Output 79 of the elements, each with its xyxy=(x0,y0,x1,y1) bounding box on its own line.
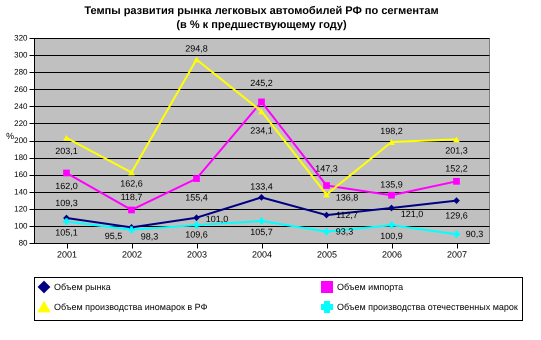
point xyxy=(323,182,330,189)
y-tick-label: 140 xyxy=(14,187,28,196)
data-label: 129,6 xyxy=(445,210,468,221)
data-label: 162,0 xyxy=(55,180,78,191)
y-tick-label: 280 xyxy=(14,68,28,77)
point xyxy=(323,192,330,198)
point xyxy=(128,206,135,214)
point xyxy=(128,226,135,234)
y-tick-label: 180 xyxy=(14,153,28,162)
y-tick-label: 260 xyxy=(14,84,28,94)
legend-label: Объем производства отечественных марок xyxy=(337,302,518,312)
x-tick-label: 2002 xyxy=(122,250,142,260)
point xyxy=(388,204,395,212)
point xyxy=(453,178,460,185)
point xyxy=(193,222,200,228)
data-label: 95,5 xyxy=(104,230,122,241)
data-label: 133,4 xyxy=(250,181,273,192)
data-label: 135,9 xyxy=(380,179,403,190)
data-label: 100,9 xyxy=(380,231,403,242)
data-label: 203,1 xyxy=(55,146,78,156)
point xyxy=(193,56,200,62)
point xyxy=(63,170,70,176)
data-label: 105,1 xyxy=(55,228,78,238)
x-tick-label: 2001 xyxy=(56,250,78,260)
y-tick-label: 320 xyxy=(14,34,28,42)
data-label: 136,8 xyxy=(336,192,358,202)
point xyxy=(63,218,70,225)
data-label: 152,2 xyxy=(445,163,468,174)
point xyxy=(388,192,395,199)
y-tick-label: 160 xyxy=(14,170,28,180)
point xyxy=(258,218,265,224)
data-label: 118,7 xyxy=(120,192,142,202)
y-axis-title: % xyxy=(6,131,14,141)
point xyxy=(128,170,135,176)
legend-label: Объем импорта xyxy=(337,282,404,292)
y-tick-label: 100 xyxy=(14,221,28,230)
y-tick-label: 80 xyxy=(18,238,28,248)
point xyxy=(193,175,200,182)
data-label: 109,6 xyxy=(185,230,208,240)
x-tick-label: 2006 xyxy=(382,250,402,260)
point xyxy=(258,194,265,201)
x-tick-label: 2003 xyxy=(186,250,208,260)
y-tick-label: 200 xyxy=(14,136,28,145)
chart-title: Темпы развития рынка легковых автомобилей РФ по сегментам xyxy=(84,5,439,17)
data-label: 162,6 xyxy=(120,178,143,188)
data-label: 90,3 xyxy=(466,229,484,240)
point xyxy=(193,214,200,222)
data-label: 147,3 xyxy=(315,164,338,174)
x-tick-label: 2005 xyxy=(316,250,338,260)
data-label: 294,8 xyxy=(185,44,208,54)
legend-label: Объем рынка xyxy=(54,282,111,292)
data-label: 101,0 xyxy=(206,214,228,224)
data-label: 234,1 xyxy=(250,125,273,136)
data-label: 109,3 xyxy=(55,198,78,208)
x-tick-label: 2004 xyxy=(252,250,272,260)
point xyxy=(258,108,265,114)
data-label: 98,3 xyxy=(140,231,158,242)
y-tick-label: 300 xyxy=(14,50,28,60)
data-label: 105,7 xyxy=(250,227,273,238)
legend-label: Объем производства иномарок в РФ xyxy=(54,302,208,312)
point xyxy=(453,197,460,204)
y-tick-label: 240 xyxy=(14,102,28,111)
point xyxy=(258,98,265,106)
point xyxy=(388,139,395,145)
y-tick-label: 120 xyxy=(14,204,28,214)
point xyxy=(323,212,330,218)
data-label: 198,2 xyxy=(380,126,403,136)
chart-subtitle: (в % к предшествующему году) xyxy=(176,19,347,31)
x-tick-label: 2007 xyxy=(446,250,468,260)
point xyxy=(63,134,70,141)
point xyxy=(388,222,395,228)
y-tick-label: 220 xyxy=(14,118,28,128)
point xyxy=(453,230,460,238)
data-label: 121,0 xyxy=(400,208,424,219)
data-label: 155,4 xyxy=(185,192,208,203)
point xyxy=(453,136,460,142)
point xyxy=(323,228,330,235)
data-label: 201,3 xyxy=(445,145,468,156)
data-label: 245,2 xyxy=(250,78,273,88)
